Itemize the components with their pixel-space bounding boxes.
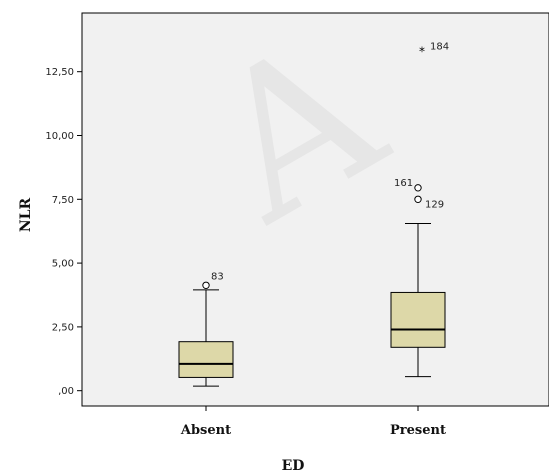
y-tick-label: ,00	[58, 386, 74, 397]
y-tick-label: 5,00	[52, 259, 74, 270]
y-tick-label: 2,50	[52, 322, 74, 333]
y-tick-label: 12,50	[45, 67, 74, 78]
x-category-label: Absent	[180, 423, 231, 438]
x-axis-title: ED	[282, 458, 305, 474]
box-group: 161 129 * 184	[390, 41, 449, 378]
outlier-marker	[414, 195, 422, 203]
outlier-marker	[202, 281, 210, 289]
iqr-box	[178, 341, 234, 378]
x-category-label: Present	[390, 423, 446, 438]
box-group: 83	[178, 271, 234, 387]
y-axis-title: NLR	[18, 198, 34, 233]
y-tick-label: 7,50	[52, 195, 74, 206]
outlier-marker	[414, 184, 422, 192]
boxes: 83 161 129 * 184	[178, 41, 449, 387]
outlier-id-label: 129	[425, 199, 444, 210]
outlier-id-label: 161	[394, 178, 413, 189]
plot-area	[81, 12, 549, 407]
iqr-box	[390, 291, 446, 348]
outlier-id-label: 83	[211, 271, 224, 282]
extreme-outlier-marker: *	[419, 44, 425, 58]
outlier-id-label: 184	[430, 41, 449, 52]
axes: ,00 2,50 5,00 7,50 10,00 12,50 Absent Present	[45, 67, 446, 438]
y-tick-label: 10,00	[45, 131, 74, 142]
